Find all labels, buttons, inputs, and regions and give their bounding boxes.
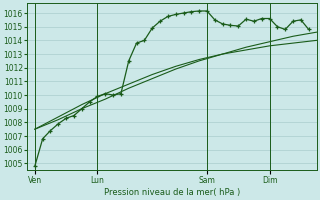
X-axis label: Pression niveau de la mer( hPa ): Pression niveau de la mer( hPa )	[104, 188, 240, 197]
